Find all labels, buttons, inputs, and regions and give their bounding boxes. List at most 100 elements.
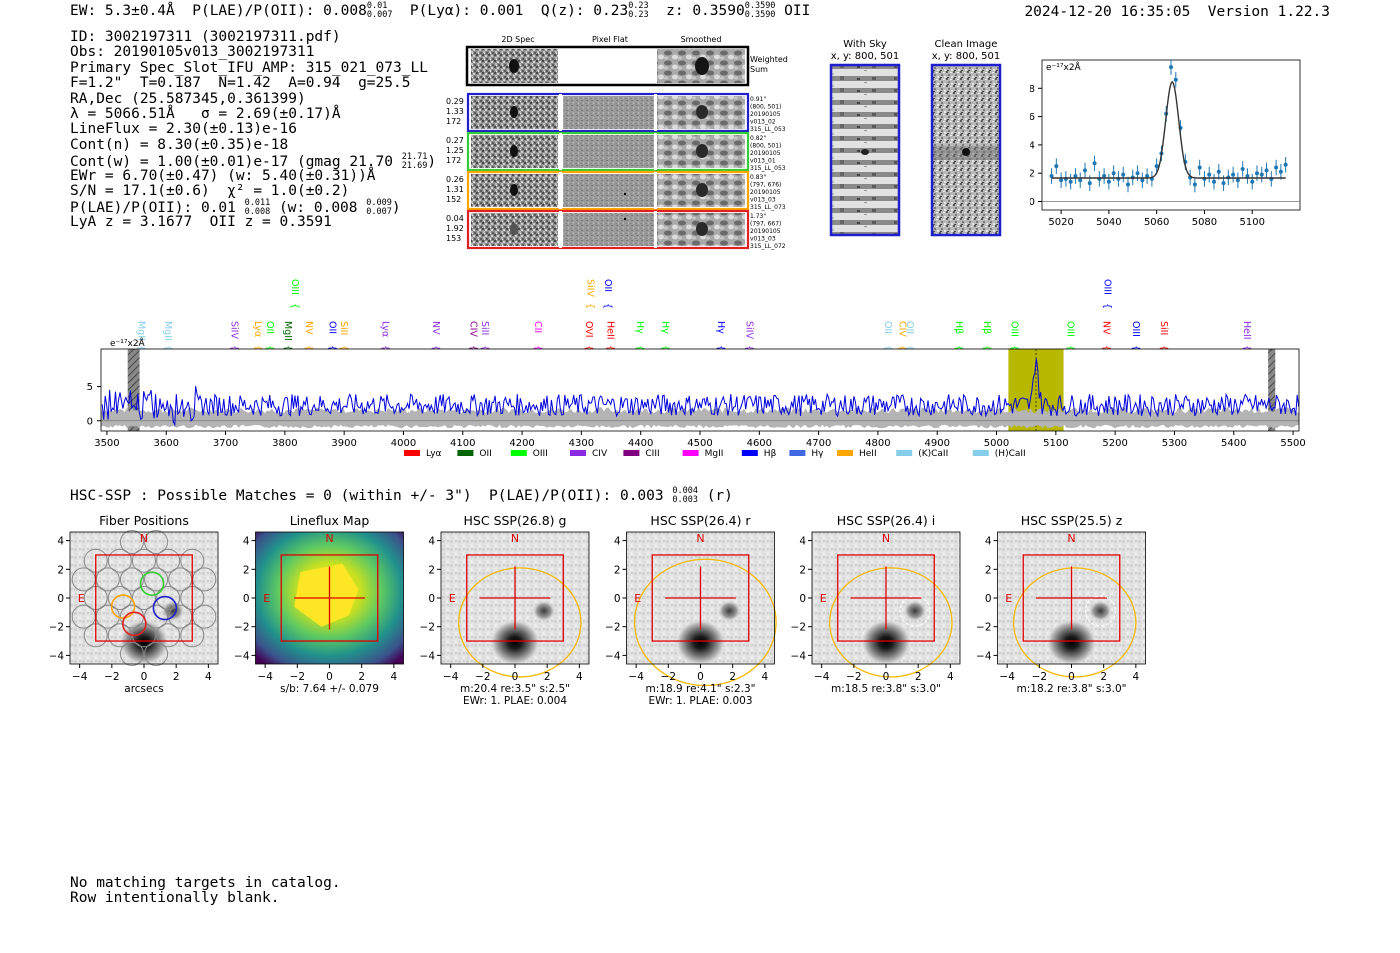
line-id-brace: { — [532, 345, 543, 351]
panel-xtick-label: 2 — [358, 671, 365, 683]
spec-xtick-label: 5000 — [984, 438, 1009, 449]
line-id-label: Lyα — [380, 321, 391, 337]
panel-caption: arcsecs — [124, 683, 163, 695]
host-galaxy — [1045, 618, 1098, 667]
line-id-label: CIV — [467, 321, 478, 337]
panel-xtick-label: −4 — [628, 671, 644, 683]
panel-xtick-label: −4 — [257, 671, 273, 683]
line-id-label: Hβ — [953, 321, 964, 334]
cutout-right-info: v013_01 — [750, 158, 776, 165]
line-id-brace: { — [715, 345, 726, 351]
fit-ytick-label: 4 — [1030, 140, 1035, 151]
cutout-right-info: 315_LL_053 — [750, 126, 786, 133]
line-id-label: OIII — [1008, 321, 1019, 337]
cutout-left-stat: 0.29 — [446, 97, 464, 106]
cutout-left-stat: 172 — [446, 156, 461, 165]
panel-caption: m:20.4 re:3.5" s:2.5" — [460, 683, 570, 695]
panel-xtick-label: 4 — [1133, 671, 1140, 683]
panel-xtick-label: 2 — [544, 671, 551, 683]
panel-ytick-label: −4 — [976, 650, 992, 662]
fit-point — [1221, 181, 1226, 186]
panel-ytick-label: 0 — [57, 593, 64, 605]
compass-e: E — [263, 592, 270, 605]
cutout-right-info: 20190105 — [750, 150, 781, 157]
qz-value: Q(z): 0.23 — [540, 3, 629, 19]
line-id-brace: { — [303, 345, 314, 351]
fit-xtick-label: 5020 — [1048, 217, 1073, 228]
with-sky-image — [829, 63, 901, 237]
legend-label: (H)CaII — [995, 449, 1026, 459]
line-id-label: SiII — [1158, 321, 1169, 335]
clean-image-coord: x, y: 800, 501 — [932, 51, 1001, 62]
compass-e: E — [634, 592, 641, 605]
panel-xtick-label: 0 — [141, 671, 148, 683]
line-fit-plot: e⁻¹⁷x2Å 5020 5040 5060 5080 5100 0 2 4 6 8 — [1030, 59, 1301, 228]
fit-point — [1106, 179, 1111, 184]
fit-point — [1087, 181, 1092, 186]
fit-point — [1192, 182, 1197, 187]
cutout-stack: 2D Spec Pixel Flat Smoothed Weighted Sum… — [446, 35, 788, 250]
line-id-label: Hγ — [715, 321, 726, 334]
hatched-band — [127, 349, 140, 431]
line-id-brace: { — [467, 345, 478, 351]
fit-point — [1145, 174, 1150, 179]
compass-e: E — [1005, 592, 1012, 605]
fit-ytick-label: 8 — [1030, 84, 1035, 95]
fit-point — [1216, 169, 1221, 174]
fit-xtick-label: 5040 — [1096, 217, 1121, 228]
line-id-label: SiII — [338, 321, 349, 335]
fit-point — [1173, 77, 1178, 82]
legend-swatch — [896, 450, 913, 456]
flat-defect — [623, 217, 627, 221]
info-plae-label: P(LAE)/P(OII): 0.01 — [70, 200, 236, 217]
imaging-panels: Fiber Positions N E −4 4 −2 2 0 0 2 −2 4 −4 arcsecs Li… — [50, 513, 1146, 707]
info-plae-w-hi: 0.009 — [366, 198, 392, 209]
panel-ytick-label: 0 — [614, 593, 621, 605]
host-galaxy — [489, 618, 541, 667]
hsc-plae-lo: 0.003 — [672, 495, 698, 505]
fiber-circle — [144, 604, 169, 629]
fit-point — [1111, 171, 1116, 176]
panel-xtick-label: −2 — [104, 671, 119, 683]
spectrum-line — [101, 358, 1300, 427]
line-id-brace: { — [896, 345, 907, 351]
contw-lo: 21.69 — [401, 161, 428, 172]
spec-ticks: 3500 3600 3700 3800 3900 4000 4100 4200 4300 4400… — [87, 382, 1306, 449]
fiber-circle — [144, 530, 169, 555]
cutout-right-info: v013_03 — [750, 236, 776, 243]
line-id-label: SiIV — [584, 279, 595, 297]
fit-point — [1102, 174, 1107, 179]
panel-xtick-label: −2 — [846, 671, 861, 683]
panel-title: Lineflux Map — [290, 513, 370, 528]
fit-xtick-label: 5080 — [1192, 217, 1217, 228]
panel-ytick-label: −2 — [50, 622, 64, 634]
fit-ytick-label: 6 — [1030, 112, 1035, 123]
panel-xtick-label: 4 — [391, 671, 398, 683]
spec-xtick-label: 4600 — [747, 438, 772, 449]
info-plae-lo: 0.008 — [244, 207, 271, 218]
info-lineflux: LineFlux = 2.30(±0.13)e-16 — [70, 121, 297, 138]
fit-point — [1073, 174, 1078, 179]
hatched-band — [1268, 349, 1276, 431]
legend-swatch — [972, 450, 989, 456]
compass-n: N — [696, 532, 704, 545]
info-primary: Primary Spec_Slot_IFU_AMP: 315_021_073_L… — [70, 59, 428, 76]
info-plae: P(LAE)/P(OII): 0.01 0.011 0.008 (w: 0.008… — [70, 198, 401, 218]
line-id-brace: { — [252, 345, 263, 351]
spec-ytick-label: 5 — [87, 382, 93, 393]
fit-point — [1255, 171, 1259, 176]
weighted-label-2: Sum — [750, 65, 768, 74]
panel-caption: EWr: 1. PLAE: 0.004 — [463, 695, 567, 707]
panel-xtick-label: 2 — [173, 671, 180, 683]
fit-point — [1245, 174, 1250, 179]
spec-ytick-label: 0 — [87, 416, 93, 427]
line-id-label: MgII — [135, 321, 146, 341]
line-id-label: OIII — [289, 279, 300, 295]
line-id-brace: { — [602, 303, 613, 309]
spec-legend: Lyα OII OIII CIV CIII MgII Hβ Hγ HeII (K)CaII (H)C… — [404, 449, 1026, 459]
panel-xtick-label: −2 — [290, 671, 305, 683]
panel-title: HSC SSP(26.4) i — [837, 513, 935, 528]
panel-xtick-label: 2 — [915, 671, 922, 683]
panel-caption: s/b: 7.64 +/- 0.079 — [280, 683, 379, 695]
